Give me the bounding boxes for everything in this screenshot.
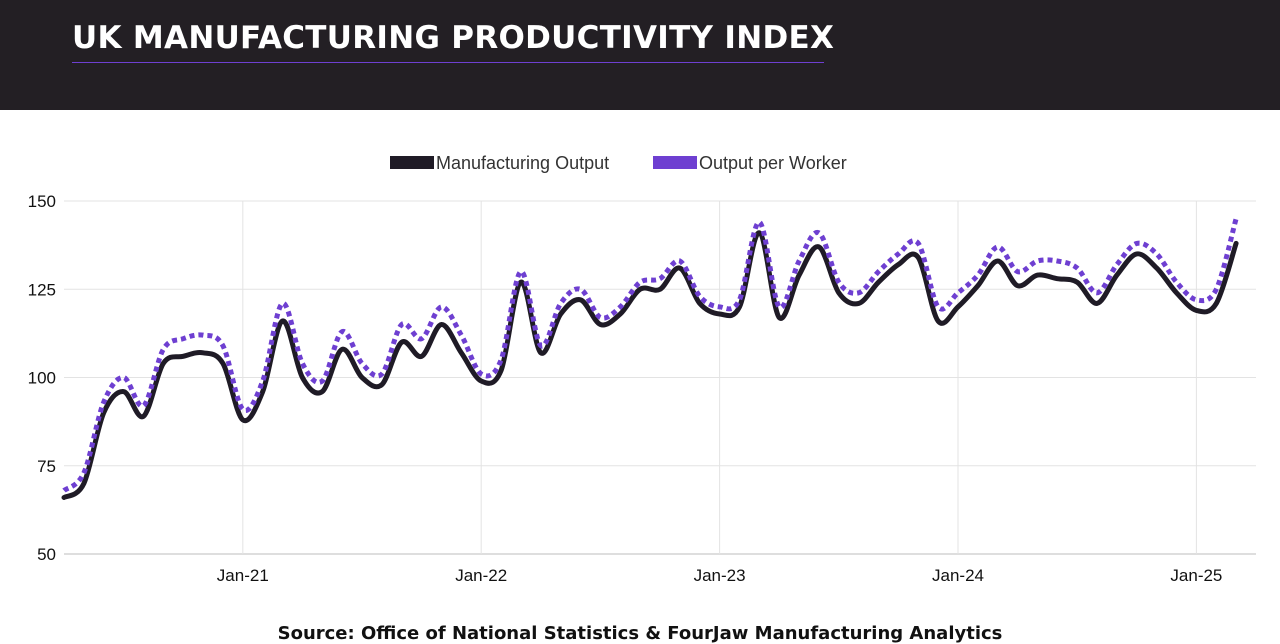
axis-layer: 50 75 100 125 150 Jan-21 Jan-22 Jan-23 Jan-24 Jan… xyxy=(28,192,1223,585)
legend-item-output-per-worker[interactable]: Output per Worker xyxy=(653,153,847,173)
grid-layer xyxy=(64,200,1256,555)
y-tick-label: 75 xyxy=(37,457,56,476)
header-bar: UK MANUFACTURING PRODUCTIVITY INDEX xyxy=(0,0,1280,110)
y-tick-label: 100 xyxy=(28,369,56,388)
x-tick-label: Jan-25 xyxy=(1170,566,1222,585)
x-tick-label: Jan-24 xyxy=(932,566,984,585)
y-tick-label: 150 xyxy=(28,192,56,211)
x-tick-label: Jan-23 xyxy=(694,566,746,585)
legend-item-manufacturing-output[interactable]: Manufacturing Output xyxy=(390,153,609,173)
legend-swatch xyxy=(653,156,697,169)
source-note: Source: Office of National Statistics & … xyxy=(277,623,1003,644)
series-line-manufacturing-output xyxy=(61,230,1239,500)
x-tick-label: Jan-22 xyxy=(455,566,507,585)
legend-swatch xyxy=(390,156,434,169)
title-underline xyxy=(72,62,824,63)
y-tick-label: 50 xyxy=(37,545,56,564)
series-line-output-per-worker xyxy=(62,218,1239,493)
series-layer xyxy=(61,218,1239,500)
legend[interactable]: Manufacturing Output Output per Worker xyxy=(390,153,847,173)
y-tick-label: 125 xyxy=(28,280,56,299)
x-tick-label: Jan-21 xyxy=(217,566,269,585)
legend-label: Output per Worker xyxy=(699,153,847,173)
page-title: UK MANUFACTURING PRODUCTIVITY INDEX xyxy=(72,20,835,56)
productivity-line-chart: 50 75 100 125 150 Jan-21 Jan-22 Jan-23 Jan-24 Jan… xyxy=(28,153,1256,585)
legend-label: Manufacturing Output xyxy=(436,153,609,173)
